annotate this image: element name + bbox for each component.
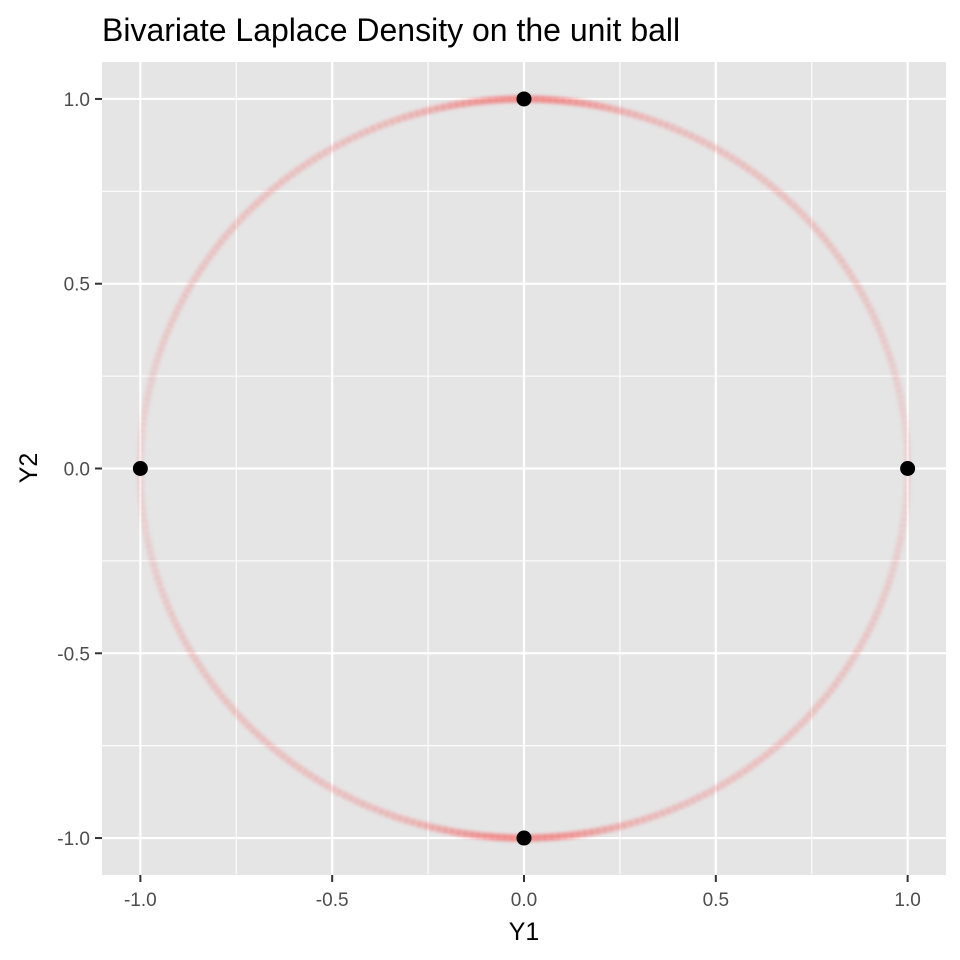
data-points bbox=[132, 91, 916, 846]
x-axis-ticks: -1.0 -0.5 0.0 0.5 1.0 bbox=[124, 875, 921, 911]
x-tick-label: 0.5 bbox=[703, 890, 729, 911]
x-tick-label: -0.5 bbox=[316, 890, 349, 911]
data-point bbox=[900, 461, 916, 476]
chart-title: Bivariate Laplace Density on the unit ba… bbox=[102, 12, 680, 48]
y-axis-title: Y2 bbox=[15, 453, 43, 484]
y-tick-label: 0.0 bbox=[64, 460, 90, 481]
y-tick-label: 0.5 bbox=[64, 275, 90, 296]
x-tick-label: -1.0 bbox=[124, 890, 157, 911]
data-point bbox=[132, 461, 148, 476]
x-tick-label: 0.0 bbox=[511, 890, 537, 911]
y-axis-ticks: -1.0 -0.5 0.0 0.5 1.0 bbox=[57, 90, 102, 850]
density-ring bbox=[136, 95, 912, 842]
data-point bbox=[516, 91, 532, 107]
y-tick-label: 1.0 bbox=[64, 90, 90, 111]
data-point bbox=[516, 830, 532, 846]
y-tick-label: -1.0 bbox=[57, 829, 90, 850]
y-tick-label: -0.5 bbox=[57, 644, 90, 665]
x-axis-title: Y1 bbox=[509, 918, 540, 946]
x-tick-label: 1.0 bbox=[894, 890, 920, 911]
